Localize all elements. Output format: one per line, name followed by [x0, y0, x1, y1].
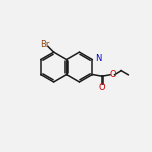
Text: N: N — [95, 54, 102, 64]
Text: O: O — [99, 83, 105, 92]
Text: O: O — [110, 70, 117, 79]
Text: Br: Br — [40, 40, 49, 49]
